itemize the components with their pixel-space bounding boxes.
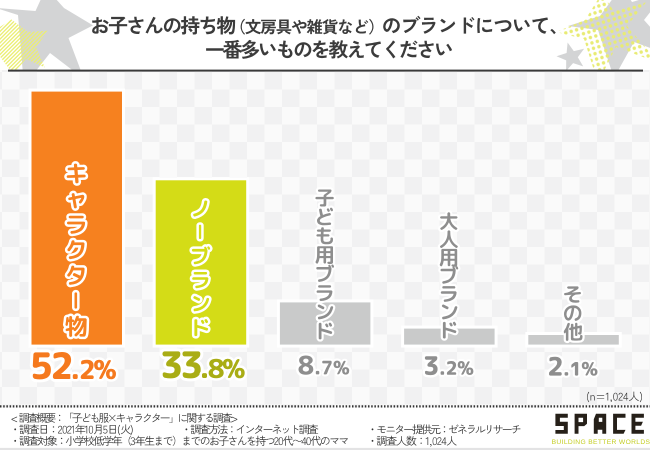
- svg-text:BUILDING BETTER WORLDS: BUILDING BETTER WORLDS: [552, 439, 650, 446]
